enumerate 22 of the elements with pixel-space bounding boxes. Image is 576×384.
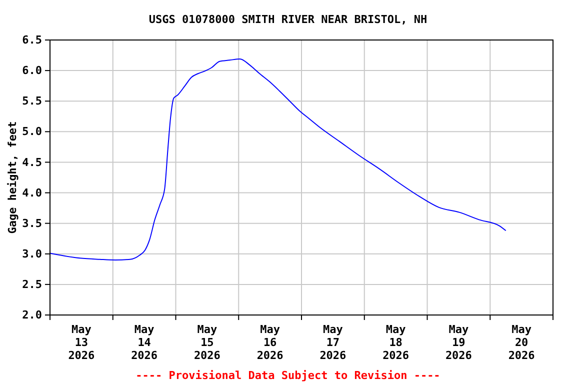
x-tick-label: May 15 2026 — [194, 323, 221, 362]
y-axis-title: Gage height, feet — [6, 121, 19, 234]
x-tick-label: May 19 2026 — [445, 323, 472, 362]
x-tick-label: May 14 2026 — [131, 323, 158, 362]
x-tick-label: May 18 2026 — [382, 323, 410, 362]
chart-title: USGS 01078000 SMITH RIVER NEAR BRISTOL, NH — [148, 13, 428, 26]
line-series — [50, 58, 506, 260]
y-tick-label: 3.5 — [22, 216, 42, 230]
text: ---- Provisional Data Subject to Revision ---- — [136, 369, 440, 382]
y-tick-label: 4.0 — [22, 186, 42, 200]
y-tick-label: 4.5 — [22, 156, 42, 169]
y-tick-label: 5.5 — [22, 94, 42, 108]
y-tick-label: 5.0 — [22, 125, 42, 138]
x-tick-label: May 13 2026 — [68, 323, 96, 362]
y-tick-label: 2.0 — [22, 308, 42, 322]
y-tick-label: 6.0 — [22, 64, 42, 78]
x-tick-label: May 20 2026 — [508, 323, 536, 362]
y-tick-label: 2.5 — [22, 278, 42, 291]
y-tick-label: 3.0 — [22, 247, 42, 260]
x-tick-label: May 16 2026 — [256, 323, 284, 362]
x-tick-label: May 17 2026 — [320, 323, 347, 362]
y-tick-label: 6.5 — [22, 34, 42, 47]
